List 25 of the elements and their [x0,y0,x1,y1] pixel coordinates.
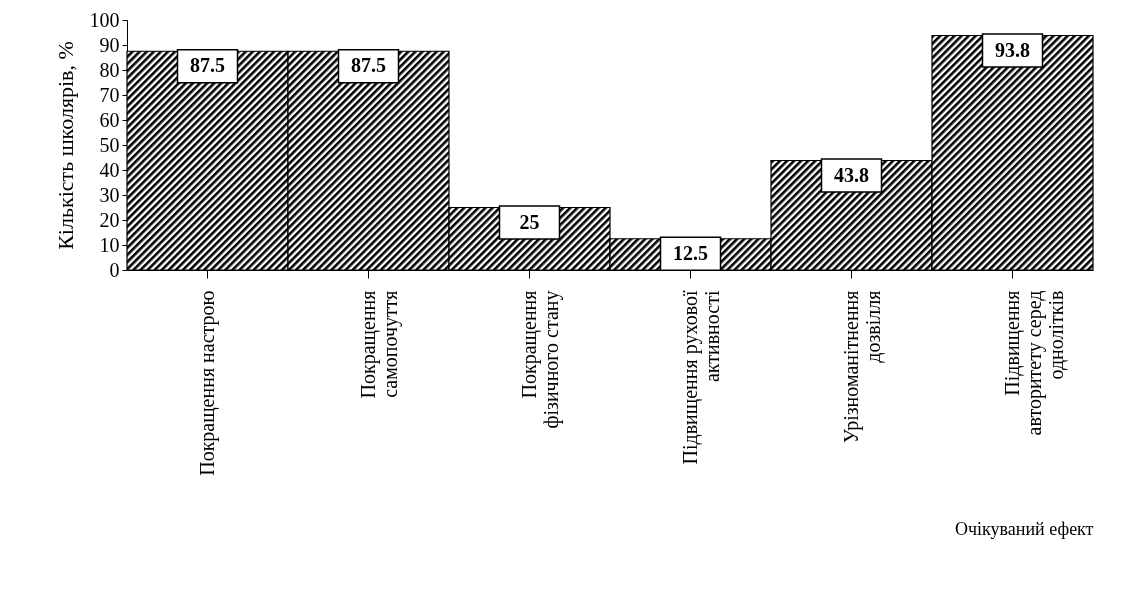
x-tick-label: Покращення самопочуття [356,290,402,399]
y-tick-label: 40 [99,158,120,181]
x-axis-title: Очікуваний ефект [955,518,1094,539]
data-label: 87.5 [190,54,225,77]
y-tick-label: 0 [109,258,120,281]
y-tick-label: 60 [99,108,120,131]
data-label: 93.8 [995,38,1030,61]
data-label: 12.5 [673,241,708,264]
x-tick-label: Покращення фізичного стану [517,290,563,429]
y-tick-label: 20 [99,208,120,231]
x-tick-label: Урізноманітнення дозвілля [839,290,885,444]
y-tick-label: 100 [89,8,120,31]
x-tick-label: Підвищення авторитету серед однолітків [1000,290,1068,436]
data-label: 25 [519,210,540,233]
y-axis-title: Кількість школярів, % [52,41,78,250]
data-label: 87.5 [351,54,386,77]
y-tick-label: 50 [99,133,120,156]
x-tick-label: Покращення настрою [195,290,219,476]
y-tick-label: 80 [99,58,120,81]
y-tick-label: 90 [99,33,120,56]
y-tick-label: 30 [99,183,120,206]
y-tick-label: 10 [99,233,120,256]
x-tick-label: Підвищення рухової активності [678,290,723,465]
data-label: 43.8 [834,163,869,186]
y-tick-label: 70 [99,83,120,106]
